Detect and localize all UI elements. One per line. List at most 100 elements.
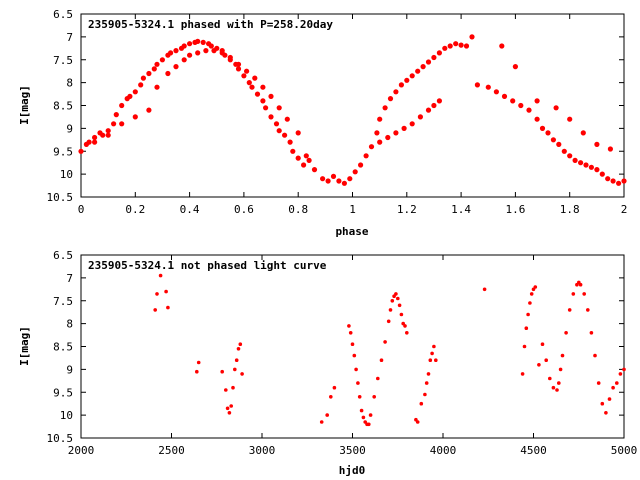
data-point <box>442 45 448 51</box>
data-point <box>100 132 106 138</box>
x-tick-label: 0.4 <box>180 203 200 216</box>
data-point <box>409 73 415 79</box>
data-point <box>195 38 201 45</box>
data-point <box>254 91 261 97</box>
data-point <box>173 48 179 54</box>
data-point <box>359 408 364 413</box>
x-tick-label: 3500 <box>339 444 366 457</box>
data-point <box>241 73 247 79</box>
data-point <box>155 292 159 296</box>
data-point <box>557 381 561 385</box>
x-tick-label: 1.2 <box>397 203 417 216</box>
chart-title-top: 235905-5324.1 phased with P=258.20day <box>88 18 333 31</box>
data-point <box>377 139 383 145</box>
y-tick-label: 9.5 <box>53 145 73 158</box>
data-point <box>358 162 364 168</box>
data-point <box>211 48 217 54</box>
data-point <box>588 164 595 170</box>
data-point <box>510 98 516 104</box>
data-point <box>564 331 568 335</box>
data-point <box>539 125 546 131</box>
data-point <box>540 342 545 347</box>
y-tick-label: 7.5 <box>53 54 73 67</box>
data-point <box>589 331 594 335</box>
data-point <box>306 157 312 163</box>
x-tick-label: 1 <box>349 203 356 216</box>
data-point <box>425 59 432 65</box>
data-point <box>372 395 377 399</box>
data-point <box>127 93 133 99</box>
data-point <box>138 82 144 88</box>
data-point <box>605 176 611 182</box>
data-point <box>401 125 407 131</box>
data-point <box>393 89 399 95</box>
y-tick-label: 10 <box>60 409 73 422</box>
data-point <box>567 116 573 122</box>
data-point <box>168 50 174 56</box>
data-point <box>187 41 193 47</box>
data-point <box>276 128 282 134</box>
data-point <box>382 105 388 111</box>
unphased-light-curve-panel: 235905-5324.1 not phased light curve hjd… <box>18 249 637 477</box>
data-point <box>354 367 358 372</box>
data-point <box>580 130 586 136</box>
data-point <box>78 148 84 154</box>
data-point <box>146 107 152 113</box>
phased-light-curve-panel: 235905-5324.1 phased with P=258.20day ph… <box>18 8 627 238</box>
x-tick-label: 0 <box>78 203 85 216</box>
data-point <box>86 139 92 145</box>
data-point <box>604 411 608 415</box>
data-point <box>501 93 508 99</box>
data-point <box>140 75 146 81</box>
data-point <box>336 178 342 184</box>
data-point <box>187 52 193 58</box>
data-point <box>234 358 239 363</box>
data-point <box>607 146 614 152</box>
data-point <box>249 84 255 90</box>
data-point <box>596 381 601 385</box>
data-point <box>567 308 572 312</box>
data-point <box>594 167 600 173</box>
data-point <box>153 308 157 312</box>
data-point <box>618 372 623 376</box>
y-tick-label: 7 <box>66 31 73 44</box>
data-point <box>260 98 266 104</box>
data-point <box>529 292 534 296</box>
data-point <box>447 43 453 49</box>
data-point <box>233 367 237 372</box>
data-point <box>154 61 160 67</box>
data-point <box>227 54 233 61</box>
data-point <box>431 54 437 61</box>
x-tick-label: 5000 <box>611 444 638 457</box>
data-point <box>329 395 333 399</box>
data-point <box>236 347 241 351</box>
data-point <box>146 70 152 77</box>
data-point <box>352 353 357 358</box>
data-point <box>113 112 119 118</box>
data-point <box>208 43 214 49</box>
data-point <box>482 287 487 292</box>
data-point <box>499 43 505 49</box>
data-point <box>615 381 619 385</box>
data-point <box>290 148 296 154</box>
data-point <box>548 376 552 381</box>
data-point <box>534 98 540 104</box>
data-point <box>376 376 380 381</box>
data-point <box>231 385 235 390</box>
data-point <box>485 84 491 90</box>
data-point <box>524 326 529 331</box>
data-point <box>387 96 394 102</box>
data-point <box>518 102 524 109</box>
data-point <box>268 93 274 99</box>
data-point <box>555 388 559 392</box>
data-point <box>166 305 170 310</box>
data-point <box>132 114 138 120</box>
data-point <box>520 372 525 376</box>
y-tick-label: 10.5 <box>47 432 74 445</box>
data-point <box>622 367 626 372</box>
data-point <box>394 292 398 296</box>
y-axis-label-top: I[mag] <box>18 85 31 125</box>
data-point <box>599 171 605 177</box>
data-point <box>493 89 499 95</box>
